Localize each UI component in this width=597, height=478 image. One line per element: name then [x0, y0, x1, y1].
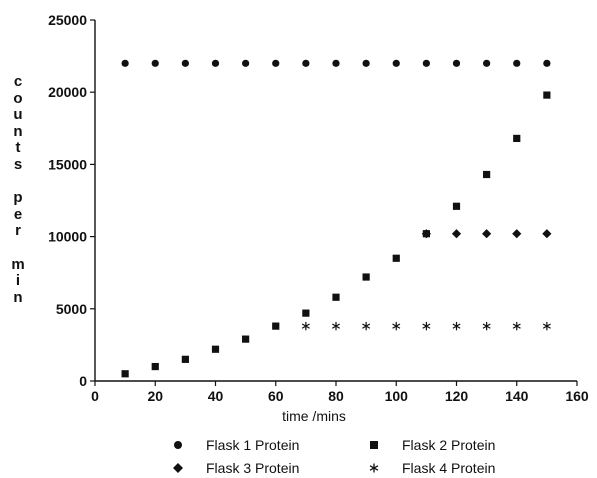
flask-1-point [452, 59, 461, 67]
y-tick-label: 5000 [56, 301, 87, 317]
flask-1-point [272, 59, 280, 67]
flask-2-point [151, 362, 159, 371]
flask-2-point [302, 309, 310, 317]
x-tick-label: 60 [268, 388, 284, 404]
square-marker-icon [370, 441, 378, 449]
x-tick-label: 140 [505, 388, 529, 404]
y-tick-label: 10000 [48, 229, 87, 245]
flask-1-point [211, 59, 220, 67]
legend-label: Flask 1 Protein [206, 437, 300, 453]
flask-1-point [151, 59, 159, 67]
x-tick-label: 80 [328, 388, 344, 404]
legend-item-flask-4: Flask 4 Protein [368, 459, 495, 477]
legend-item-flask-3: Flask 3 Protein [172, 459, 299, 477]
flask-4-point [512, 321, 521, 331]
flask-2-point [483, 170, 491, 179]
x-axis-label: time /mins [282, 408, 346, 424]
flask-2-point [272, 322, 280, 330]
flask-2-point [513, 134, 521, 143]
flask-1-point [483, 59, 491, 67]
flask-4-point [422, 321, 431, 331]
legend-item-flask-2: Flask 2 Protein [368, 436, 495, 454]
flask-1-point [181, 59, 189, 67]
y-tick-label: 20000 [48, 84, 87, 100]
y-tick-label: 0 [79, 373, 87, 389]
diamond-marker-icon [173, 463, 183, 473]
x-tick-label: 120 [445, 388, 469, 404]
x-tick-label: 100 [385, 388, 409, 404]
flask-1-point [513, 59, 521, 67]
flask-4-point [482, 321, 491, 331]
flask-1-point [392, 59, 400, 67]
flask-3-point [512, 229, 522, 239]
flask-2-point [362, 273, 370, 281]
flask-2-point [181, 355, 189, 363]
flask-4-point [362, 321, 371, 331]
flask-1-point [422, 59, 430, 67]
flask-4-point [301, 321, 310, 331]
flask-1-point [332, 59, 340, 67]
flask-3-point [421, 229, 431, 239]
flask-4-point [392, 321, 401, 331]
x-tick-label: 160 [565, 388, 589, 404]
flask-2-point [242, 335, 250, 343]
x-tick-label: 20 [147, 388, 163, 404]
legend-label: Flask 2 Protein [402, 437, 496, 453]
flask-3-point [451, 229, 462, 239]
scatter-plot: 0 5000 10000 15000 20000 25000 0 20 40 60 80 100 120… [48, 12, 589, 424]
x-tick-label: 0 [91, 388, 99, 404]
flask-1-point [242, 59, 250, 67]
flask-2-point [121, 370, 129, 378]
flask-2-point [543, 91, 551, 99]
asterisk-marker-icon [369, 463, 379, 473]
flask-4-point [542, 321, 551, 331]
legend-label: Flask 3 Protein [206, 460, 300, 476]
flask-1-point [362, 59, 370, 67]
flask-3-point [482, 229, 492, 239]
flask-3-point [542, 229, 552, 239]
x-tick-label: 40 [208, 388, 224, 404]
legend-item-flask-1: Flask 1 Protein [172, 436, 299, 454]
flask-2-point [211, 345, 220, 353]
flask-1-point [543, 59, 551, 67]
y-tick-label: 15000 [48, 156, 87, 172]
flask-2-point [332, 293, 340, 301]
flask-4-point [332, 321, 340, 331]
circle-marker-icon [174, 441, 182, 449]
y-tick-label: 25000 [48, 12, 87, 28]
flask-1-point [302, 59, 310, 67]
flask-4-point [452, 321, 461, 331]
legend: Flask 1 Protein Flask 2 Protein Flask 3 … [0, 432, 597, 478]
flask-1-point [121, 59, 129, 67]
legend-label: Flask 4 Protein [402, 460, 496, 476]
flask-2-point [392, 254, 400, 262]
flask-2-point [452, 202, 461, 210]
